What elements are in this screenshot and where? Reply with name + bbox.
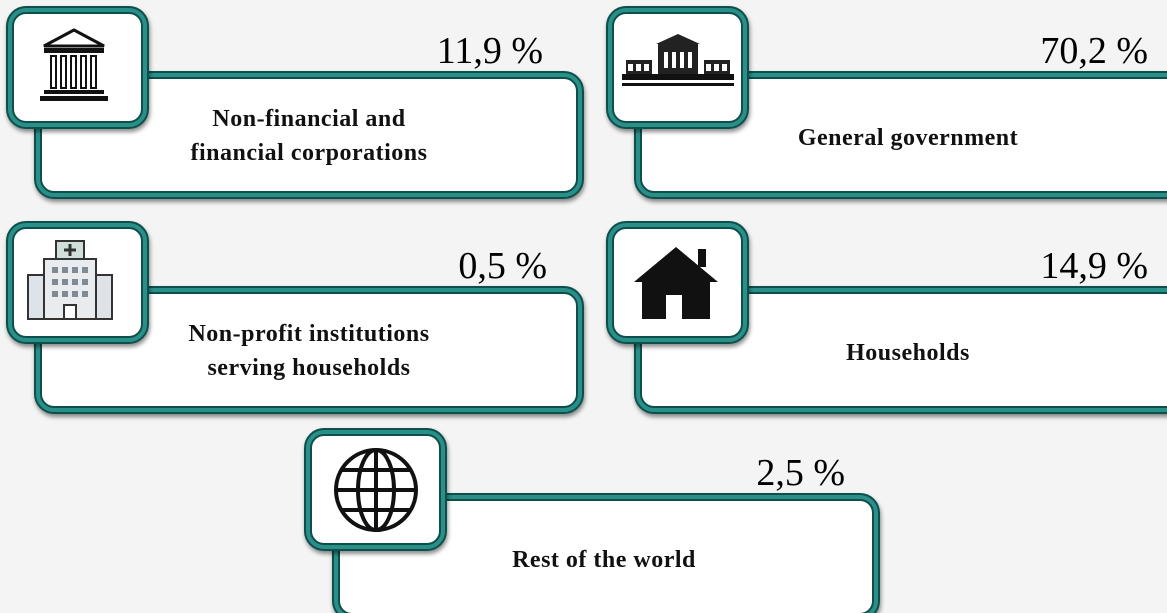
icon — [40, 28, 108, 101]
icon-box-border — [608, 223, 747, 342]
icon-box-border — [608, 8, 747, 127]
label: Households — [846, 340, 970, 366]
percentage: 11,9 % — [437, 30, 543, 72]
card: 2,5 % Rest of the world — [304, 428, 880, 613]
card: 70,2 % General government — [606, 6, 1167, 199]
label: Rest of the world — [512, 547, 696, 573]
percentage: 14,9 % — [1040, 245, 1148, 287]
card-box-border — [36, 73, 582, 197]
percentage: 0,5 % — [458, 245, 547, 287]
icon — [27, 240, 113, 320]
label: Non-profit institutions — [188, 321, 429, 347]
percentage: 70,2 % — [1040, 30, 1148, 72]
percentage: 2,5 % — [756, 452, 845, 494]
card-box-border — [636, 288, 1167, 412]
card-box-border — [636, 73, 1167, 197]
label: General government — [798, 125, 1018, 151]
icon — [334, 448, 418, 532]
icon — [622, 34, 734, 86]
icon — [634, 247, 718, 319]
card: 11,9 % Non-financial and financial corpora… — [6, 6, 584, 199]
card-box-border — [334, 495, 878, 613]
icon-box-border — [306, 430, 445, 549]
card: 0,5 % Non-profit institutions serving hous… — [6, 221, 584, 414]
card-box-border — [36, 288, 582, 412]
label: financial corporations — [191, 140, 428, 166]
icon-box-border — [8, 223, 147, 342]
label: Non-financial and — [212, 106, 405, 132]
label: serving households — [207, 355, 410, 381]
icon-box-border — [8, 8, 147, 127]
card: 14,9 % Households — [606, 221, 1167, 414]
icon-box — [6, 6, 149, 129]
